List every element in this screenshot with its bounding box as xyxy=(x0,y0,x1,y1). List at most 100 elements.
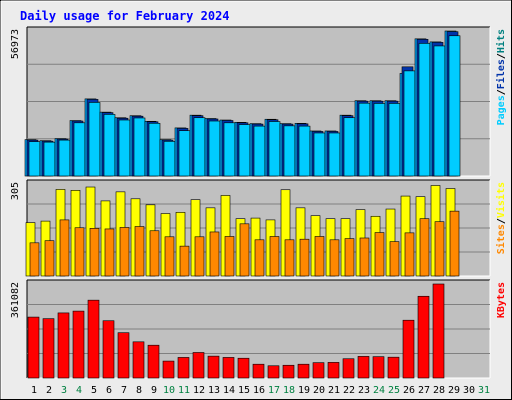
bar-kbytes xyxy=(402,319,415,379)
bar-sites xyxy=(74,227,85,277)
bar-pages xyxy=(28,141,41,177)
x-tick-label: 21 xyxy=(328,385,340,396)
bar-pages xyxy=(58,139,71,177)
bar-kbytes xyxy=(117,332,130,379)
x-tick-label: 31 xyxy=(478,385,490,396)
x-tick-label: 11 xyxy=(178,385,190,396)
bar-kbytes xyxy=(192,352,205,379)
bar-pages xyxy=(103,114,116,177)
x-tick-label: 13 xyxy=(208,385,220,396)
middle-legend-item: Sites xyxy=(495,224,507,254)
bar-kbytes xyxy=(72,310,85,379)
x-tick-label: 15 xyxy=(238,385,250,396)
bar-kbytes xyxy=(57,312,70,379)
bar-sites xyxy=(89,228,100,277)
bar-pages xyxy=(388,103,401,177)
x-tick-label: 24 xyxy=(373,385,385,396)
bar-sites xyxy=(254,239,265,277)
bar-kbytes xyxy=(357,356,370,379)
bar-sites xyxy=(344,238,355,277)
bar-sites xyxy=(419,218,430,277)
bar-kbytes xyxy=(327,362,340,379)
middle-legend-item: Visits xyxy=(495,182,507,218)
middle-legend: Sites/Visits xyxy=(495,182,507,254)
bar-sites xyxy=(434,221,445,277)
bar-pages xyxy=(433,45,446,177)
bar-pages xyxy=(73,122,86,177)
top-legend-item: Pages xyxy=(496,95,507,125)
x-tick-label: 30 xyxy=(463,385,475,396)
bar-kbytes xyxy=(87,299,100,379)
bar-pages xyxy=(328,132,341,177)
bar-sites xyxy=(239,223,250,277)
bar-pages xyxy=(88,102,101,177)
x-tick-label: 7 xyxy=(121,385,127,396)
bar-kbytes xyxy=(432,283,445,379)
x-tick-label: 18 xyxy=(283,385,295,396)
bar-sites xyxy=(404,232,415,277)
x-tick-label: 3 xyxy=(61,385,67,396)
bar-pages xyxy=(163,141,176,177)
bar-pages xyxy=(133,117,146,177)
top-legend: Pages/Files/Hits xyxy=(495,29,507,125)
x-tick-label: 5 xyxy=(91,385,97,396)
x-tick-label: 6 xyxy=(106,385,112,396)
bar-pages xyxy=(373,103,386,177)
bar-pages xyxy=(283,125,296,177)
bar-pages xyxy=(148,123,161,177)
bar-sites xyxy=(104,228,115,277)
bar-pages xyxy=(403,70,416,177)
bar-sites xyxy=(59,219,70,277)
x-tick-label: 22 xyxy=(343,385,355,396)
x-tick-label: 16 xyxy=(253,385,265,396)
bar-sites xyxy=(134,226,145,277)
bar-sites xyxy=(119,227,130,277)
bar-kbytes xyxy=(147,344,160,379)
x-tick-label: 14 xyxy=(223,385,235,396)
middle-legend-item: / xyxy=(496,218,507,224)
top-legend-item: Files xyxy=(495,59,507,89)
bar-kbytes xyxy=(42,318,55,379)
x-tick-label: 29 xyxy=(448,385,460,396)
x-tick-label: 27 xyxy=(418,385,430,396)
x-tick-label: 17 xyxy=(268,385,280,396)
bar-kbytes xyxy=(387,356,400,379)
bar-sites xyxy=(284,239,295,277)
bar-pages xyxy=(268,121,281,177)
bar-sites xyxy=(449,210,460,277)
bar-pages xyxy=(238,124,251,177)
bar-pages xyxy=(343,117,356,177)
bar-kbytes xyxy=(252,363,265,379)
x-tick-label: 23 xyxy=(358,385,370,396)
bar-sites xyxy=(29,242,40,277)
bar-pages xyxy=(223,122,236,177)
bar-pages xyxy=(313,132,326,177)
x-tick-label: 8 xyxy=(136,385,142,396)
bar-pages xyxy=(358,102,371,177)
bar-sites xyxy=(194,236,205,277)
top-max-label: 56973 xyxy=(10,29,21,59)
bottom-max-label: 361082 xyxy=(10,282,21,318)
bar-kbytes xyxy=(102,320,115,379)
bar-kbytes xyxy=(372,356,385,379)
top-legend-item: / xyxy=(496,89,507,95)
top-legend-item: Hits xyxy=(495,29,507,53)
x-tick-label: 12 xyxy=(193,385,205,396)
bar-pages xyxy=(298,125,311,177)
bar-kbytes xyxy=(282,364,295,379)
bar-sites xyxy=(269,236,280,277)
x-tick-label: 26 xyxy=(403,385,415,396)
x-tick-label: 9 xyxy=(151,385,157,396)
bar-kbytes xyxy=(177,357,190,379)
bar-pages xyxy=(118,119,131,177)
bar-kbytes xyxy=(267,365,280,379)
bar-sites xyxy=(224,236,235,277)
bar-kbytes xyxy=(342,358,355,379)
bottom-legend-item: KBytes xyxy=(496,282,507,318)
bar-pages xyxy=(43,141,56,177)
bar-pages xyxy=(193,117,206,177)
x-tick-label: 10 xyxy=(163,385,175,396)
bar-kbytes xyxy=(162,360,175,379)
x-tick-label: 19 xyxy=(298,385,310,396)
